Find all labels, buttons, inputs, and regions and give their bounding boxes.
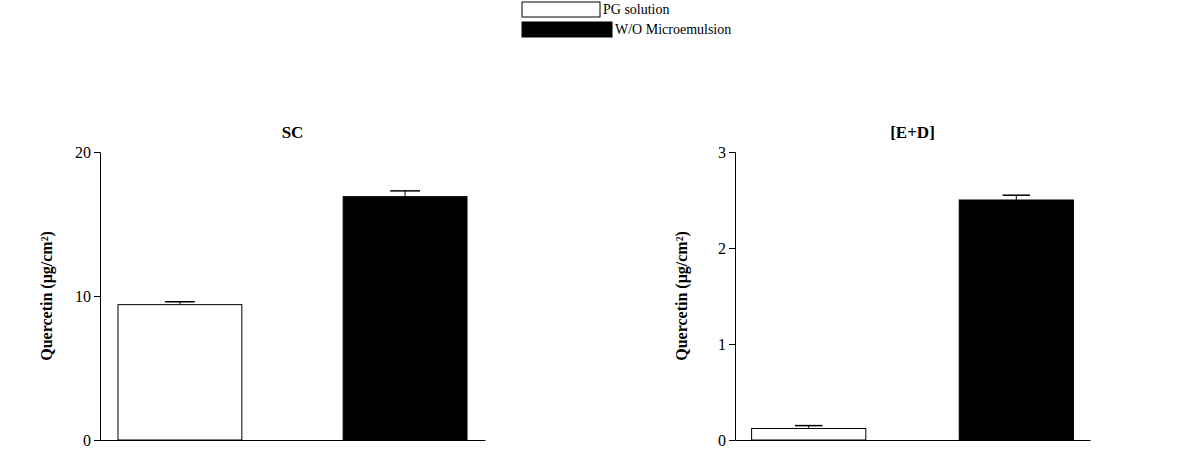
axis-title: Quercetin (μg/cm²) xyxy=(673,231,691,361)
error-cap xyxy=(165,301,195,303)
legend: PG solution W/O Microemulsion xyxy=(522,2,731,37)
error-bar xyxy=(1003,195,1030,200)
legend-swatch xyxy=(522,2,600,17)
axis-line xyxy=(94,153,101,441)
axis-title: Quercetin (μg/cm²) xyxy=(38,231,56,361)
plot-area xyxy=(752,195,1074,440)
tick: 2 xyxy=(718,240,735,257)
x-axis xyxy=(101,440,486,441)
axis-line xyxy=(729,153,736,441)
x-axis xyxy=(736,440,1091,441)
tick: 20 xyxy=(75,144,100,161)
tick-label: 0 xyxy=(83,432,91,449)
chart-title: [E+D] xyxy=(890,123,935,142)
tick-label: 2 xyxy=(718,240,726,257)
y-axis: 0 10 20 xyxy=(75,144,101,449)
tick: 0 xyxy=(718,432,735,449)
bar xyxy=(343,197,467,440)
bar xyxy=(118,305,242,440)
tick-mark xyxy=(729,152,735,153)
error-bar xyxy=(165,302,195,305)
tick: 1 xyxy=(718,336,735,353)
tick-mark xyxy=(729,344,735,345)
legend-label: PG solution xyxy=(603,2,670,17)
legend-label: W/O Microemulsion xyxy=(615,22,731,37)
chart-title: SC xyxy=(282,123,304,142)
axis-line xyxy=(101,440,486,441)
axis-line xyxy=(736,440,1091,441)
error-bar xyxy=(795,426,822,429)
error-bar xyxy=(390,191,420,197)
bar xyxy=(959,200,1073,440)
tick-mark xyxy=(729,248,735,249)
chart: 0 10 20 SC Quercetin (μg/cm²) xyxy=(38,123,486,449)
tick-label: 1 xyxy=(718,336,726,353)
y-axis: 0 1 2 3 xyxy=(718,144,736,449)
plot-area xyxy=(118,191,467,440)
error-cap xyxy=(1003,194,1030,196)
tick: 0 xyxy=(83,432,100,449)
error-cap xyxy=(390,190,420,192)
tick: 3 xyxy=(718,144,735,161)
tick-label: 3 xyxy=(718,144,726,161)
figure: 01020SCQuercetin (μg/cm²)PG solutionW/O … xyxy=(0,0,1177,460)
error-stem xyxy=(405,191,406,197)
tick-mark xyxy=(94,152,100,153)
tick-label: 20 xyxy=(75,144,91,161)
legend-swatch xyxy=(522,22,612,37)
tick-mark xyxy=(729,440,735,441)
bar xyxy=(752,428,866,440)
tick-mark xyxy=(94,296,100,297)
tick-label: 0 xyxy=(718,432,726,449)
tick-label: 10 xyxy=(75,288,91,305)
chart: 0 1 2 3 [E+D] Quercetin (μg/cm²) xyxy=(673,123,1091,449)
tick: 10 xyxy=(75,288,100,305)
tick-mark xyxy=(94,440,100,441)
error-cap xyxy=(795,425,822,427)
